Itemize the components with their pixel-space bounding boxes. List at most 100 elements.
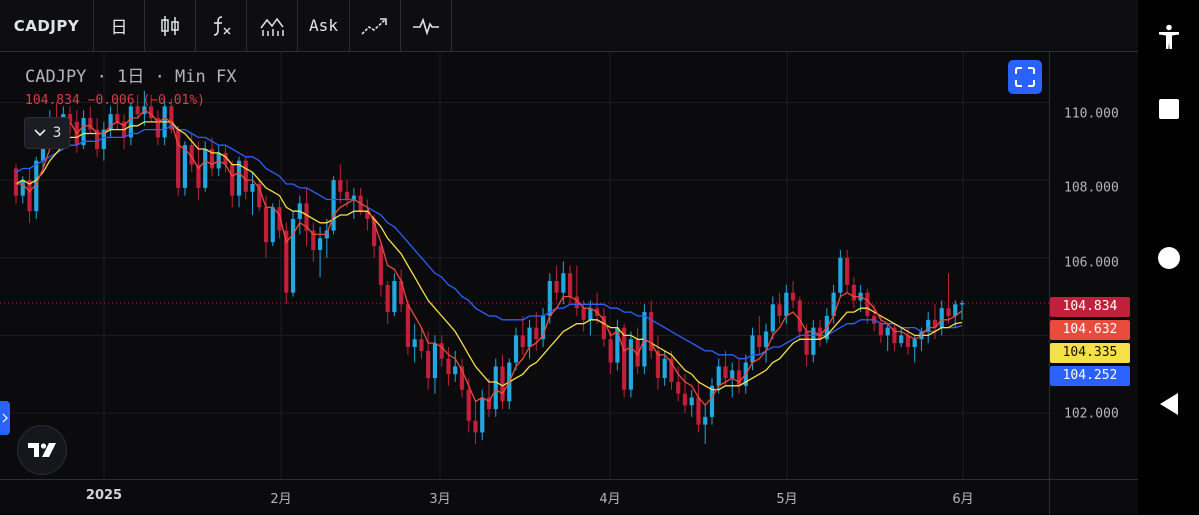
candle-body (912, 339, 917, 348)
chart-app: CADJPY 日 (0, 0, 1139, 515)
indicators-button[interactable] (196, 0, 247, 51)
fullscreen-button[interactable] (1008, 60, 1042, 94)
candle-body (480, 397, 485, 433)
pulse-icon (413, 17, 439, 36)
interval-button[interactable]: 日 (94, 0, 145, 51)
candlestick-chart[interactable] (0, 52, 1049, 479)
time-axis[interactable]: 2025 2月 3月 4月 5月 6月 (0, 479, 1049, 515)
chevron-down-icon (33, 129, 46, 137)
accessibility-icon (1158, 24, 1179, 49)
candle-body (67, 114, 73, 122)
candlestick-icon (161, 15, 179, 36)
candle-body (236, 160, 242, 196)
candle-body (784, 292, 789, 316)
candle-body (899, 335, 904, 344)
candle-body (655, 350, 661, 379)
candle-body (838, 257, 843, 293)
candle-body (615, 327, 620, 363)
candle-body (790, 292, 796, 301)
candle-body (155, 117, 160, 138)
home-button[interactable] (1138, 244, 1199, 272)
candle-body (567, 273, 573, 297)
candle-body (865, 292, 870, 316)
price-change-quote: 104.834 −0.006 (−0.01%) (25, 93, 206, 108)
candle-body (811, 327, 816, 355)
candle-body (662, 358, 667, 379)
candle-body (851, 284, 856, 301)
candle-body (88, 117, 93, 130)
candle-body (135, 106, 140, 115)
candle-body (311, 230, 316, 250)
candle-body (304, 203, 309, 231)
price-tick-label: 102.000 (1064, 406, 1119, 422)
candle-body (885, 327, 890, 336)
chart-plot-area[interactable] (0, 52, 1049, 479)
candle-body (953, 304, 958, 316)
candle-body (486, 397, 492, 410)
symbol-button[interactable]: CADJPY (0, 0, 94, 51)
recents-button[interactable] (1138, 96, 1199, 122)
circle-icon (1157, 247, 1180, 269)
square-icon (1158, 99, 1179, 119)
candle-body (20, 180, 25, 196)
indicator-collapse-button[interactable]: 3 (24, 117, 70, 149)
compare-button[interactable] (247, 0, 298, 51)
candle-body (689, 397, 694, 406)
candle-body (804, 331, 809, 355)
side-panel-toggle[interactable] (0, 401, 10, 435)
candle-body (959, 302, 965, 305)
candle-body (405, 304, 411, 348)
time-tick-label: 3月 (429, 492, 451, 507)
candle-body (345, 191, 350, 200)
candle-body (223, 152, 228, 165)
candle-body (459, 366, 465, 390)
candle-body (243, 160, 248, 192)
candle-body (378, 246, 383, 285)
ma-fast-line (16, 109, 963, 407)
candle-body (818, 327, 823, 340)
candle-body (534, 327, 539, 340)
candle-body (385, 284, 390, 313)
candle-body (189, 145, 194, 165)
candle-body (209, 149, 215, 169)
candle-body (628, 339, 633, 390)
price-type-button[interactable]: Ask (298, 0, 350, 51)
candle-body (939, 308, 944, 328)
candle-body (554, 281, 559, 293)
ma-slow-badge: 104.252 (1050, 366, 1130, 386)
candle-body (736, 370, 742, 386)
candle-body (473, 420, 478, 433)
back-button[interactable] (1138, 390, 1199, 418)
replay-button[interactable] (401, 0, 452, 51)
function-icon (213, 15, 231, 36)
candle-body (622, 327, 627, 390)
tradingview-logo[interactable] (17, 425, 67, 475)
candle-body (270, 207, 275, 243)
time-tick-label: 2025 (85, 488, 123, 503)
candle-body (94, 129, 100, 150)
symbol-legend-title[interactable]: CADJPY · 1日 · Min FX (25, 67, 237, 87)
candle-body (892, 327, 897, 344)
ma-fast-badge: 104.632 (1050, 320, 1130, 340)
candle-body (446, 358, 451, 375)
candle-body (926, 319, 931, 332)
trend-button[interactable] (350, 0, 401, 51)
candle-body (831, 292, 836, 316)
candle-body (709, 385, 715, 417)
tradingview-logo-icon (28, 443, 56, 457)
candle-body (128, 106, 133, 138)
candle-body (203, 149, 208, 188)
candle-body (466, 389, 471, 421)
accessibility-button[interactable] (1138, 22, 1199, 52)
trend-arrow-icon (361, 17, 387, 35)
candle-body (419, 339, 424, 351)
candle-body (730, 370, 735, 379)
chart-compare-icon (260, 17, 284, 36)
candle-body (723, 366, 728, 379)
price-axis[interactable]: 110.000 108.000 106.000 102.000 104.834 … (1049, 52, 1139, 479)
axis-corner (1049, 479, 1139, 515)
candle-body (682, 393, 688, 406)
candle-body (500, 366, 505, 402)
time-tick-label: 4月 (599, 492, 621, 507)
chart-type-button[interactable] (145, 0, 196, 51)
